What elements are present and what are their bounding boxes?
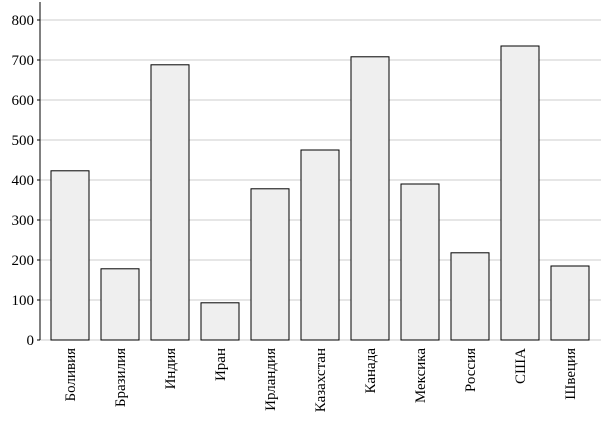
x-tick-label: Иран [213, 348, 229, 381]
x-tick-label: Бразилия [113, 348, 129, 407]
y-tick-label: 100 [12, 293, 35, 309]
y-tick-label: 700 [12, 53, 35, 69]
x-tick-label: Канада [363, 348, 379, 394]
bar [300, 149, 340, 341]
bar [400, 183, 440, 341]
bar [250, 188, 290, 341]
y-tick-label: 300 [12, 213, 35, 229]
bar [200, 302, 240, 341]
y-tick-label: 200 [12, 253, 35, 269]
y-tick-label: 800 [12, 13, 35, 29]
y-tick-label: 400 [12, 173, 35, 189]
y-tick-label: 600 [12, 93, 35, 109]
bar [150, 64, 190, 341]
x-tick-label: Индия [163, 348, 179, 390]
bar [500, 45, 540, 341]
bar [350, 56, 390, 341]
x-tick-label: Казахстан [313, 348, 329, 412]
x-tick-label: Россия [463, 348, 479, 392]
y-tick-label: 500 [12, 133, 35, 149]
x-tick-label: Ирландия [263, 348, 279, 411]
bar [50, 170, 90, 341]
x-tick-label: Боливия [63, 348, 79, 402]
bar [550, 265, 590, 341]
bar [100, 268, 140, 341]
x-tick-label: США [513, 348, 529, 384]
x-tick-label: Мексика [413, 348, 429, 403]
y-tick-label: 0 [27, 333, 35, 349]
bar [450, 252, 490, 341]
x-tick-label: Швеция [563, 348, 579, 400]
